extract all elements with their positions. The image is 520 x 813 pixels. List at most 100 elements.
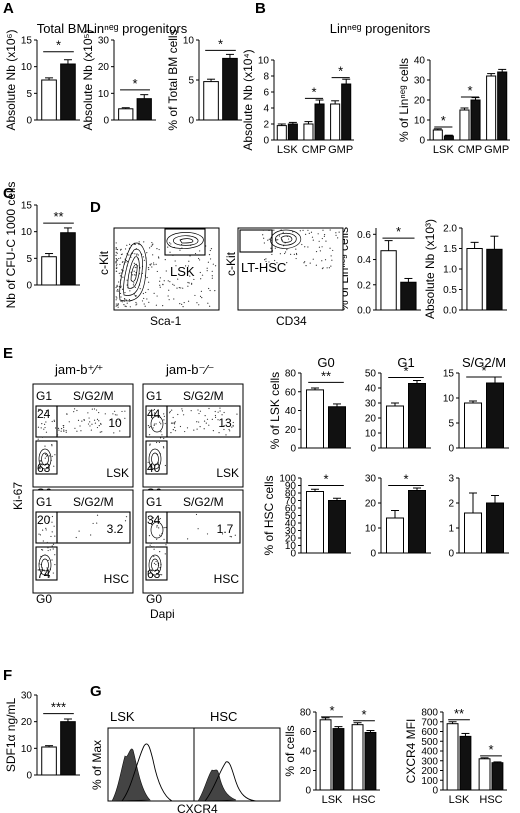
chart-e1: 0 20 40 60 80% of LSK cells G0** <box>268 355 351 455</box>
flow-dot <box>293 253 295 255</box>
flow-dot <box>211 275 213 277</box>
flow-dot <box>163 526 165 529</box>
flow-dot <box>321 246 323 248</box>
y-tick-label: 10 <box>183 36 195 47</box>
chart-title: Linⁿᵉᵍ progenitors <box>330 21 431 36</box>
flow-dot <box>117 290 119 292</box>
flow-dot <box>163 419 165 421</box>
flow-dot <box>299 230 301 232</box>
flow-dot <box>120 253 123 256</box>
flow-dot <box>143 297 145 300</box>
y-tick-label: 30 <box>21 691 33 702</box>
y-tick-label: 100 <box>421 776 438 787</box>
g0-gate <box>35 546 58 581</box>
y-tick-label: 0 <box>419 136 425 147</box>
flow-dot <box>125 305 127 308</box>
flow-dot <box>322 229 324 231</box>
flow-dot <box>119 275 122 277</box>
flow-dot <box>121 288 124 290</box>
flow-dot <box>174 430 177 432</box>
flow-dot <box>93 408 96 410</box>
g0-value: 63 <box>37 461 51 475</box>
flow-dot <box>157 256 160 258</box>
g1-value: 24 <box>37 407 51 421</box>
flow-dot <box>157 462 160 464</box>
g0-value: 74 <box>37 567 51 581</box>
flow-dot <box>287 238 290 240</box>
bar <box>287 123 298 141</box>
flow-dot <box>173 421 175 424</box>
flow-dot <box>199 250 201 252</box>
flow-dot <box>236 413 238 415</box>
bar <box>432 129 443 141</box>
flow-dot <box>337 237 339 239</box>
flow-dot <box>231 426 233 428</box>
flow-dot <box>321 237 323 240</box>
flow-dot <box>142 292 144 295</box>
e-col-title-ko: jam-b⁻⁄⁻ <box>165 362 214 377</box>
flow-dot <box>163 415 165 417</box>
panel-letter-d: D <box>90 199 101 216</box>
lt-hsc-gate-label: LT-HSC <box>241 260 286 275</box>
flow-dot <box>152 243 154 245</box>
flow-dot <box>154 546 156 548</box>
flow-dot <box>125 260 127 262</box>
flow-dot <box>198 421 200 423</box>
flow-dot <box>118 281 120 283</box>
chart-title: G1 <box>397 355 414 370</box>
y-tick-label: 40 <box>365 384 377 395</box>
y-tick-label: 5 <box>188 76 194 87</box>
flow-dot <box>196 421 198 423</box>
flow-dot <box>147 288 149 291</box>
flow-dot <box>116 284 118 286</box>
g1-value: 34 <box>147 513 161 527</box>
flow-dot <box>325 240 327 242</box>
flow-dot <box>217 411 219 413</box>
flow-dot <box>142 256 144 258</box>
flow-dot <box>147 281 150 283</box>
flow-dot <box>134 274 136 276</box>
flow-dot <box>156 270 158 273</box>
flow-dot <box>321 260 323 262</box>
flow-dot <box>296 253 298 256</box>
flow-dot <box>149 247 151 249</box>
bar <box>459 735 472 791</box>
y-tick-label: 0 <box>26 116 32 127</box>
flow-dot <box>150 523 153 526</box>
cell-cycle-plot-3: G1 S/G2/M 20 74 3.2 HSC G0 <box>32 489 134 606</box>
flow-dot <box>42 529 44 531</box>
flow-dot <box>187 538 189 540</box>
flow-dot <box>159 421 161 423</box>
panel-letter-e: E <box>3 345 13 362</box>
flow-dot <box>116 304 118 307</box>
flow-dot <box>151 244 153 246</box>
flow-dot <box>104 413 106 415</box>
e-y-label: Ki-67 <box>11 482 25 510</box>
bar <box>466 248 483 311</box>
flow-dot <box>305 265 307 267</box>
flow-dot <box>153 264 155 266</box>
g1-label: G1 <box>146 495 162 509</box>
bar <box>41 746 57 776</box>
flow-dot <box>174 421 176 423</box>
flow-dot <box>109 419 111 421</box>
flow-dot <box>164 258 166 261</box>
flow-dot <box>159 573 161 576</box>
flow-dot <box>100 423 102 426</box>
flow-dot <box>115 254 117 257</box>
y-tick-label: 10 <box>258 56 270 67</box>
flow-dot <box>66 413 68 415</box>
flow-dot <box>146 252 148 254</box>
flow-dot <box>191 282 193 284</box>
flow-dot <box>58 429 60 431</box>
flow-dot <box>198 257 200 260</box>
flow-dot <box>116 285 118 287</box>
flow-dot <box>53 465 55 467</box>
flow-dot <box>48 576 51 578</box>
flow-dot <box>309 262 311 264</box>
x-tick-label: CMP <box>302 144 326 156</box>
flow-dot <box>184 430 186 433</box>
flow-dot <box>326 267 328 269</box>
